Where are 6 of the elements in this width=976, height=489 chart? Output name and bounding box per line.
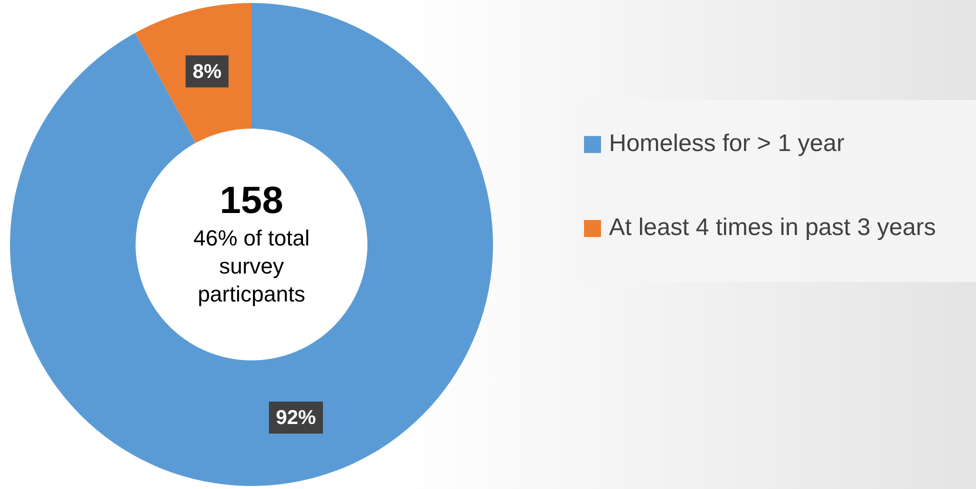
data-label: 92%	[276, 407, 316, 430]
text: 46% of total survey particpants	[193, 226, 310, 307]
data-label: 8%	[192, 60, 222, 83]
text: 158	[220, 180, 284, 222]
legend-label: Homeless for > 1 year	[609, 130, 844, 158]
legend-label: At least 4 times in past 3 years	[609, 214, 936, 242]
